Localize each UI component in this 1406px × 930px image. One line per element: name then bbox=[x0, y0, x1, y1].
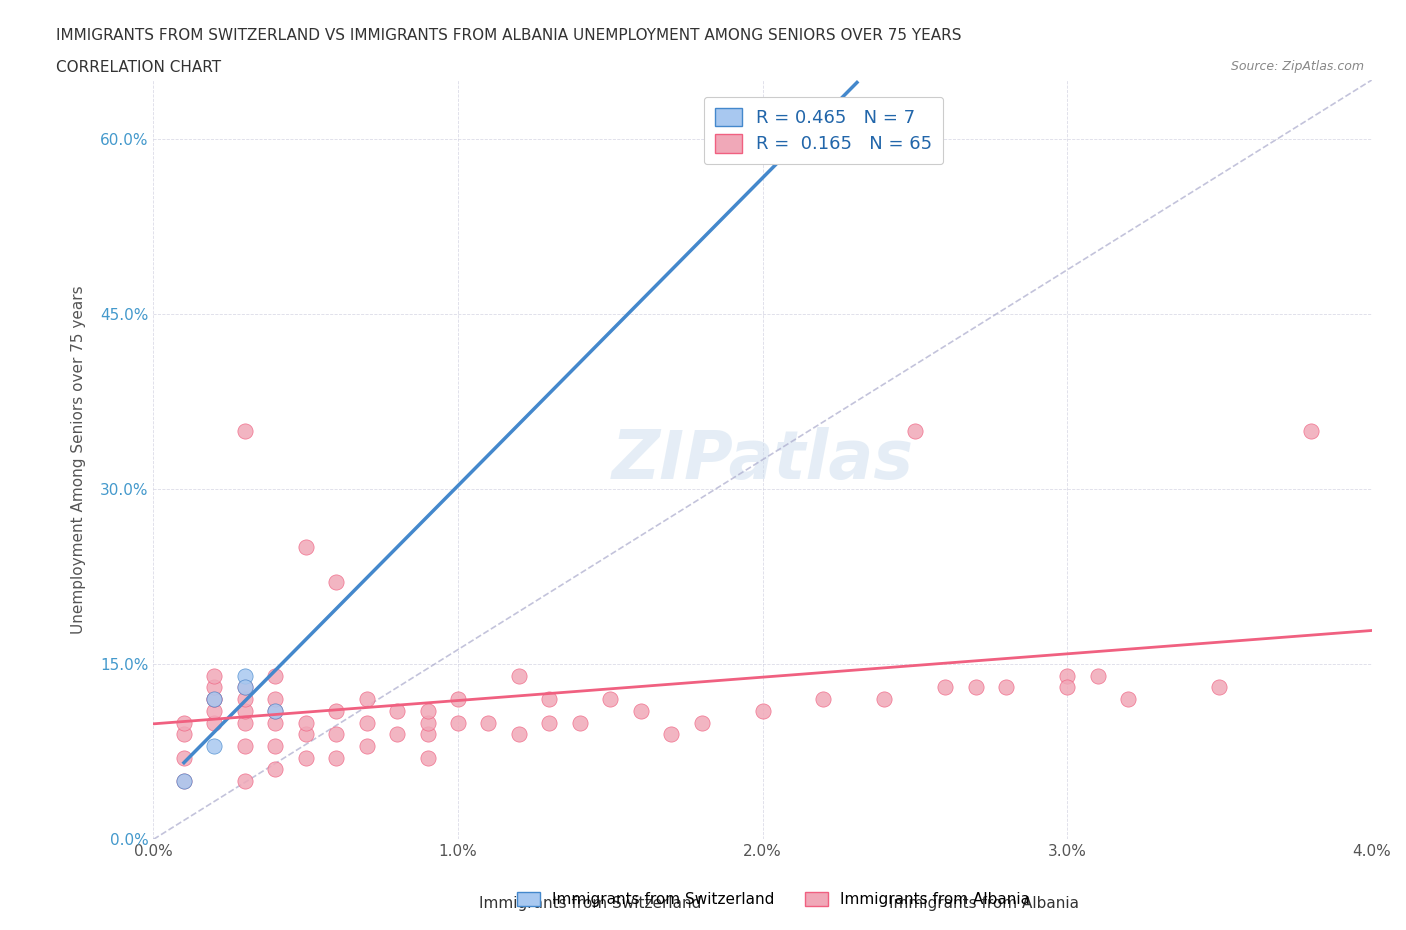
Point bbox=[568, 715, 591, 730]
Point bbox=[264, 738, 287, 753]
Legend: Immigrants from Switzerland, Immigrants from Albania: Immigrants from Switzerland, Immigrants … bbox=[510, 885, 1036, 913]
Text: CORRELATION CHART: CORRELATION CHART bbox=[56, 60, 221, 75]
Text: IMMIGRANTS FROM SWITZERLAND VS IMMIGRANTS FROM ALBANIA UNEMPLOYMENT AMONG SENIOR: IMMIGRANTS FROM SWITZERLAND VS IMMIGRANT… bbox=[56, 28, 962, 43]
Point bbox=[385, 726, 408, 741]
Point bbox=[1056, 680, 1078, 695]
Point bbox=[294, 715, 316, 730]
Point bbox=[264, 715, 287, 730]
Point bbox=[416, 726, 439, 741]
Point bbox=[813, 692, 835, 707]
Point bbox=[233, 715, 256, 730]
Point bbox=[202, 692, 225, 707]
Point bbox=[1056, 669, 1078, 684]
Point bbox=[294, 751, 316, 765]
Point bbox=[356, 738, 378, 753]
Point bbox=[508, 669, 530, 684]
Point bbox=[356, 692, 378, 707]
Text: Immigrants from Albania: Immigrants from Albania bbox=[889, 897, 1080, 911]
Point bbox=[173, 726, 195, 741]
Point bbox=[264, 669, 287, 684]
Point bbox=[173, 751, 195, 765]
Point bbox=[294, 726, 316, 741]
Point bbox=[233, 423, 256, 438]
Point bbox=[325, 575, 347, 590]
Point bbox=[385, 703, 408, 718]
Point bbox=[1087, 669, 1109, 684]
Point bbox=[264, 703, 287, 718]
Point bbox=[416, 751, 439, 765]
Point bbox=[1299, 423, 1322, 438]
Point bbox=[202, 680, 225, 695]
Point bbox=[202, 692, 225, 707]
Point bbox=[202, 703, 225, 718]
Point bbox=[233, 680, 256, 695]
Point bbox=[233, 738, 256, 753]
Point bbox=[325, 703, 347, 718]
Point bbox=[233, 680, 256, 695]
Point bbox=[264, 762, 287, 777]
Point bbox=[202, 692, 225, 707]
Point bbox=[202, 715, 225, 730]
Point bbox=[934, 680, 956, 695]
Point bbox=[264, 692, 287, 707]
Point bbox=[813, 108, 835, 123]
Point bbox=[477, 715, 499, 730]
Point bbox=[202, 738, 225, 753]
Text: ZIPatlas: ZIPatlas bbox=[612, 427, 914, 493]
Point bbox=[538, 715, 561, 730]
Point bbox=[630, 703, 652, 718]
Point bbox=[264, 703, 287, 718]
Point bbox=[173, 715, 195, 730]
Point bbox=[1116, 692, 1139, 707]
Point bbox=[356, 715, 378, 730]
Text: Immigrants from Switzerland: Immigrants from Switzerland bbox=[479, 897, 702, 911]
Point bbox=[233, 774, 256, 789]
Point bbox=[508, 726, 530, 741]
Y-axis label: Unemployment Among Seniors over 75 years: Unemployment Among Seniors over 75 years bbox=[72, 286, 86, 634]
Point bbox=[173, 774, 195, 789]
Point bbox=[325, 726, 347, 741]
Point bbox=[294, 540, 316, 555]
Point bbox=[995, 680, 1018, 695]
Point bbox=[233, 703, 256, 718]
Point bbox=[202, 669, 225, 684]
Point bbox=[690, 715, 713, 730]
Point bbox=[599, 692, 621, 707]
Legend: R = 0.465   N = 7, R =  0.165   N = 65: R = 0.465 N = 7, R = 0.165 N = 65 bbox=[704, 97, 943, 165]
Point bbox=[447, 715, 470, 730]
Point bbox=[233, 692, 256, 707]
Point bbox=[1208, 680, 1230, 695]
Point bbox=[659, 726, 682, 741]
Point bbox=[904, 423, 927, 438]
Point bbox=[751, 703, 773, 718]
Point bbox=[538, 692, 561, 707]
Point bbox=[416, 703, 439, 718]
Point bbox=[416, 715, 439, 730]
Point bbox=[965, 680, 987, 695]
Point bbox=[325, 751, 347, 765]
Point bbox=[873, 692, 896, 707]
Point bbox=[447, 692, 470, 707]
Text: Source: ZipAtlas.com: Source: ZipAtlas.com bbox=[1230, 60, 1364, 73]
Point bbox=[233, 669, 256, 684]
Point bbox=[173, 774, 195, 789]
